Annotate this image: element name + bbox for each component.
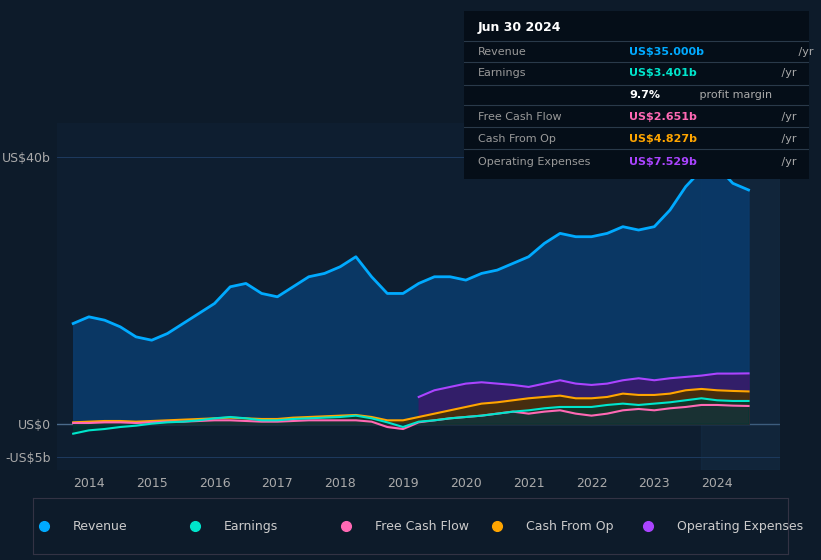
Text: 9.7%: 9.7%	[630, 90, 660, 100]
Text: Jun 30 2024: Jun 30 2024	[478, 21, 562, 35]
Text: /yr: /yr	[795, 46, 814, 57]
Text: /yr: /yr	[778, 157, 797, 167]
Text: US$2.651b: US$2.651b	[630, 112, 697, 122]
Text: Earnings: Earnings	[224, 520, 278, 533]
Text: profit margin: profit margin	[695, 90, 772, 100]
Text: Cash From Op: Cash From Op	[478, 134, 556, 144]
Bar	[701, 123, 780, 470]
Text: Earnings: Earnings	[478, 68, 526, 78]
Text: Free Cash Flow: Free Cash Flow	[375, 520, 469, 533]
Text: US$7.529b: US$7.529b	[630, 157, 697, 167]
Text: Operating Expenses: Operating Expenses	[677, 520, 803, 533]
Text: Revenue: Revenue	[478, 46, 526, 57]
Text: US$4.827b: US$4.827b	[630, 134, 697, 144]
Text: /yr: /yr	[778, 134, 797, 144]
Text: Revenue: Revenue	[73, 520, 127, 533]
Text: Free Cash Flow: Free Cash Flow	[478, 112, 562, 122]
Text: Operating Expenses: Operating Expenses	[478, 157, 590, 167]
Text: US$35.000b: US$35.000b	[630, 46, 704, 57]
Text: Cash From Op: Cash From Op	[526, 520, 613, 533]
Text: /yr: /yr	[778, 112, 797, 122]
Text: /yr: /yr	[778, 68, 797, 78]
Text: US$3.401b: US$3.401b	[630, 68, 697, 78]
